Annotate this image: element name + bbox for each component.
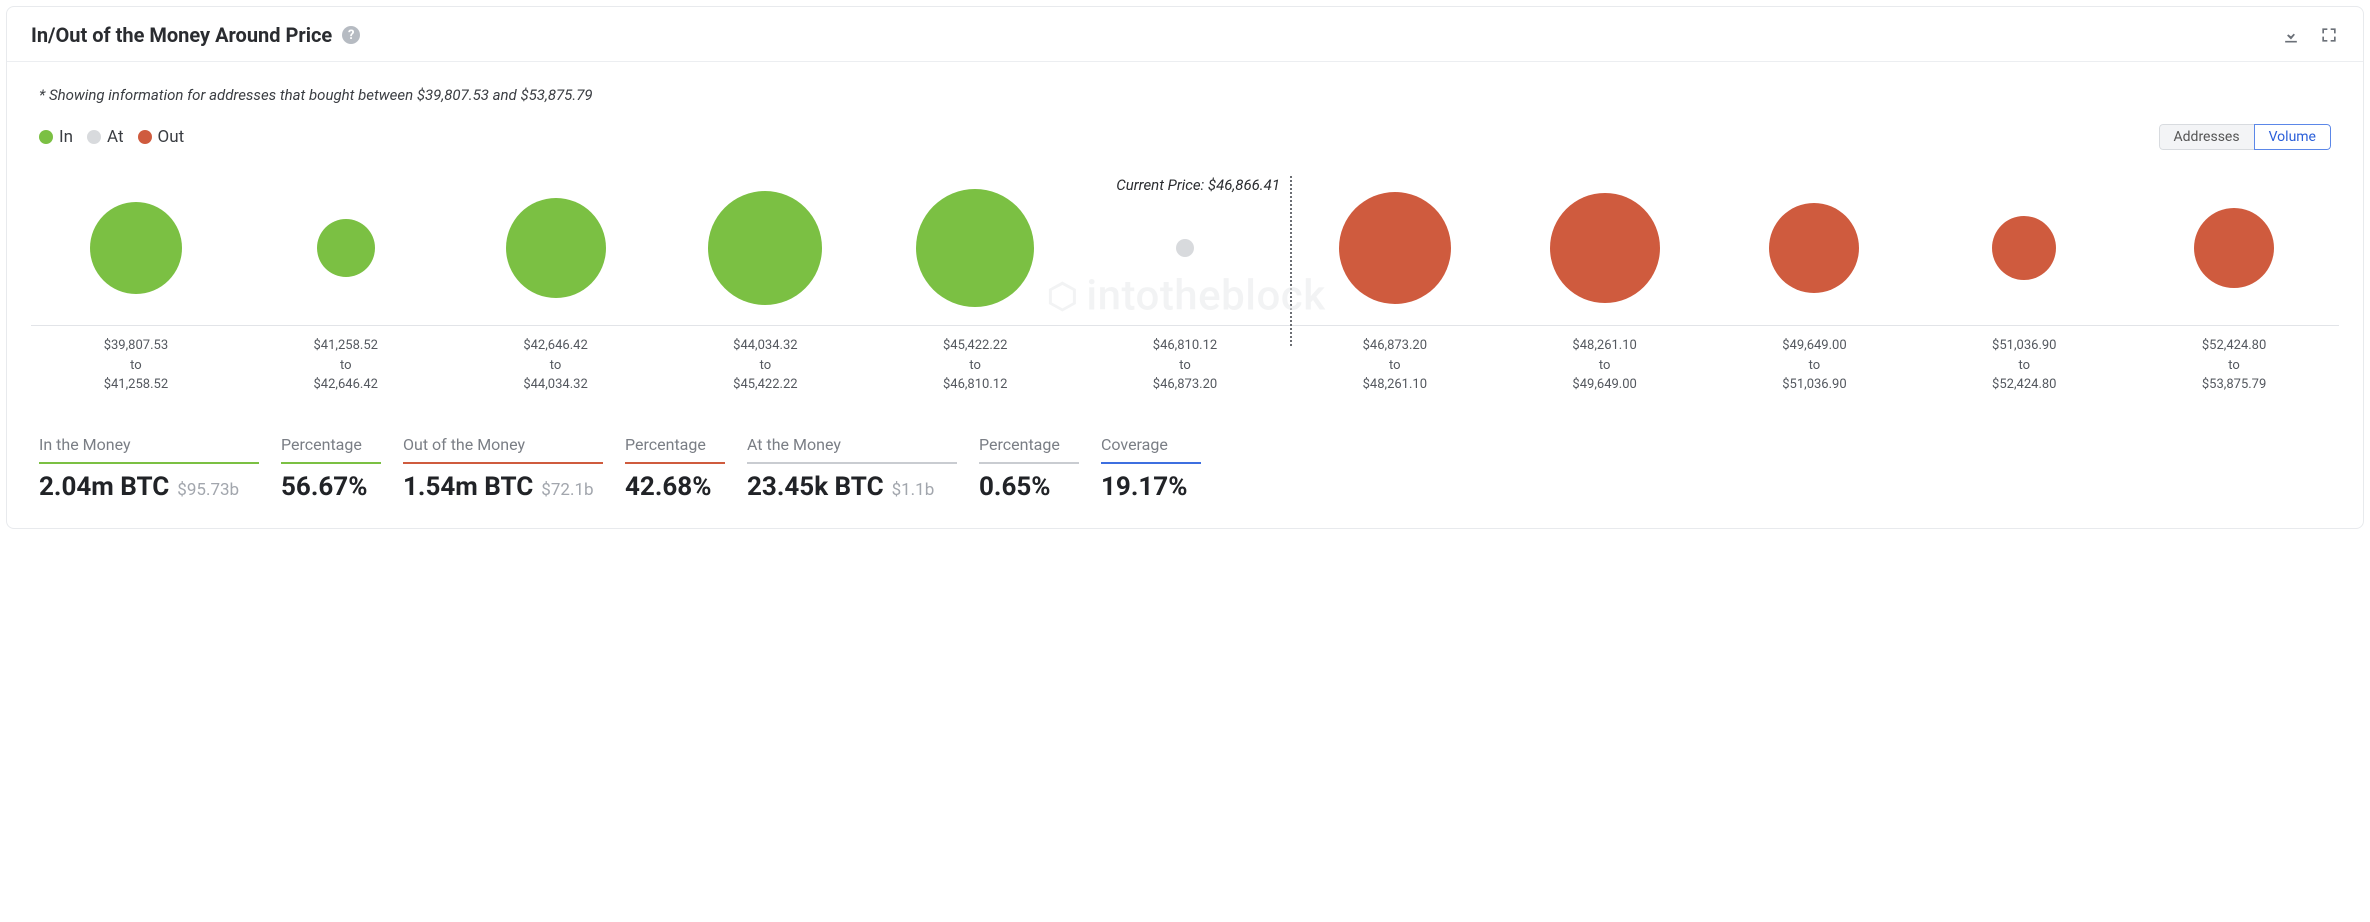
- bubble-cell: [31, 202, 241, 294]
- stat-main: 1.54m BTC: [403, 472, 533, 502]
- range-label: $46,873.20to$48,261.10: [1290, 336, 1500, 395]
- legend-label: In: [59, 127, 73, 147]
- range-label: $45,422.22to$46,810.12: [870, 336, 1080, 395]
- range-label: $41,258.52to$42,646.42: [241, 336, 451, 395]
- stat-sub: $72.1b: [541, 480, 593, 500]
- bubble-in[interactable]: [90, 202, 182, 294]
- toggle-addresses[interactable]: Addresses: [2159, 124, 2255, 150]
- card-body: * Showing information for addresses that…: [7, 62, 2363, 528]
- current-price-line: [1290, 176, 1292, 346]
- bubble-cell: [1290, 192, 1500, 304]
- bubble-in[interactable]: [916, 189, 1034, 307]
- legend-dot-icon: [87, 130, 101, 144]
- stat-block: In the Money 2.04m BTC $95.73b: [39, 435, 259, 502]
- bubble-cell: [870, 189, 1080, 307]
- stat-main: 2.04m BTC: [39, 472, 169, 502]
- view-toggle: AddressesVolume: [2159, 124, 2331, 150]
- range-label: $46,810.12to$46,873.20: [1080, 336, 1290, 395]
- range-label: $48,261.10to$49,649.00: [1500, 336, 1710, 395]
- legend-item[interactable]: At: [87, 127, 124, 147]
- bubble-cell: [1500, 193, 1710, 303]
- stat-block: Out of the Money 1.54m BTC $72.1b: [403, 435, 603, 502]
- stat-block: Percentage 42.68%: [625, 435, 725, 502]
- bubble-chart: Current Price: $46,866.41 intotheblock $…: [31, 176, 2339, 395]
- bubble-cell: [660, 191, 870, 305]
- info-note: * Showing information for addresses that…: [39, 86, 2331, 104]
- bubble-in[interactable]: [506, 198, 606, 298]
- expand-icon[interactable]: [2319, 25, 2339, 45]
- stat-sub: $1.1b: [892, 480, 935, 500]
- stat-sub: $95.73b: [177, 480, 239, 500]
- stat-value-row: 2.04m BTC $95.73b: [39, 472, 259, 502]
- stat-main: 0.65%: [979, 472, 1051, 502]
- stat-block: At the Money 23.45k BTC $1.1b: [747, 435, 957, 502]
- stat-label: Out of the Money: [403, 435, 603, 464]
- stat-value-row: 0.65%: [979, 472, 1079, 502]
- legend: In At Out: [39, 127, 184, 147]
- stat-value-row: 42.68%: [625, 472, 725, 502]
- bubble-out[interactable]: [1550, 193, 1660, 303]
- stat-label: Percentage: [979, 435, 1079, 464]
- legend-dot-icon: [138, 130, 152, 144]
- bubble-out[interactable]: [1992, 216, 2056, 280]
- toggle-volume[interactable]: Volume: [2254, 124, 2331, 150]
- stat-main: 42.68%: [625, 472, 711, 502]
- stat-label: Coverage: [1101, 435, 1201, 464]
- bubble-cell: [451, 198, 661, 298]
- bubble-cell: [1080, 239, 1290, 257]
- card-header: In/Out of the Money Around Price ?: [7, 7, 2363, 62]
- help-icon[interactable]: ?: [342, 26, 360, 44]
- range-label: $51,036.90to$52,424.80: [1919, 336, 2129, 395]
- bubble-out[interactable]: [1769, 203, 1859, 293]
- legend-item[interactable]: In: [39, 127, 73, 147]
- stat-main: 19.17%: [1101, 472, 1187, 502]
- bubble-cell: [2129, 208, 2339, 288]
- legend-label: At: [107, 127, 124, 147]
- range-label: $42,646.42to$44,034.32: [451, 336, 661, 395]
- stat-main: 23.45k BTC: [747, 472, 884, 502]
- bubble-cell: [1710, 203, 1920, 293]
- iomap-card: In/Out of the Money Around Price ? * Sho…: [6, 6, 2364, 529]
- range-label: $44,034.32to$45,422.22: [660, 336, 870, 395]
- bubble-in[interactable]: [708, 191, 822, 305]
- legend-dot-icon: [39, 130, 53, 144]
- stat-main: 56.67%: [281, 472, 367, 502]
- stat-label: In the Money: [39, 435, 259, 464]
- bubble-at[interactable]: [1176, 239, 1194, 257]
- current-price-label: Current Price: $46,866.41: [1116, 176, 1290, 194]
- stat-value-row: 56.67%: [281, 472, 381, 502]
- bubble-in[interactable]: [317, 219, 375, 277]
- title-wrap: In/Out of the Money Around Price ?: [31, 23, 360, 47]
- stat-value-row: 1.54m BTC $72.1b: [403, 472, 603, 502]
- stat-block: Percentage 0.65%: [979, 435, 1079, 502]
- stat-value-row: 23.45k BTC $1.1b: [747, 472, 957, 502]
- range-label: $49,649.00to$51,036.90: [1710, 336, 1920, 395]
- bubble-out[interactable]: [1339, 192, 1451, 304]
- stat-block: Coverage 19.17%: [1101, 435, 1201, 502]
- bubble-cell: [241, 219, 451, 277]
- summary-stats: In the Money 2.04m BTC $95.73b Percentage 56…: [39, 435, 2331, 502]
- range-label: $52,424.80to$53,875.79: [2129, 336, 2339, 395]
- card-title: In/Out of the Money Around Price: [31, 23, 332, 47]
- stat-label: Percentage: [625, 435, 725, 464]
- bubble-out[interactable]: [2194, 208, 2274, 288]
- legend-row: In At Out AddressesVolume: [39, 124, 2331, 150]
- bubble-cell: [1919, 216, 2129, 280]
- header-actions: [2281, 25, 2339, 45]
- stat-block: Percentage 56.67%: [281, 435, 381, 502]
- legend-item[interactable]: Out: [138, 127, 185, 147]
- legend-label: Out: [158, 127, 185, 147]
- range-labels: $39,807.53to$41,258.52$41,258.52to$42,64…: [31, 336, 2339, 395]
- range-label: $39,807.53to$41,258.52: [31, 336, 241, 395]
- download-icon[interactable]: [2281, 25, 2301, 45]
- bubble-row: [31, 176, 2339, 326]
- stat-value-row: 19.17%: [1101, 472, 1201, 502]
- stat-label: Percentage: [281, 435, 381, 464]
- stat-label: At the Money: [747, 435, 957, 464]
